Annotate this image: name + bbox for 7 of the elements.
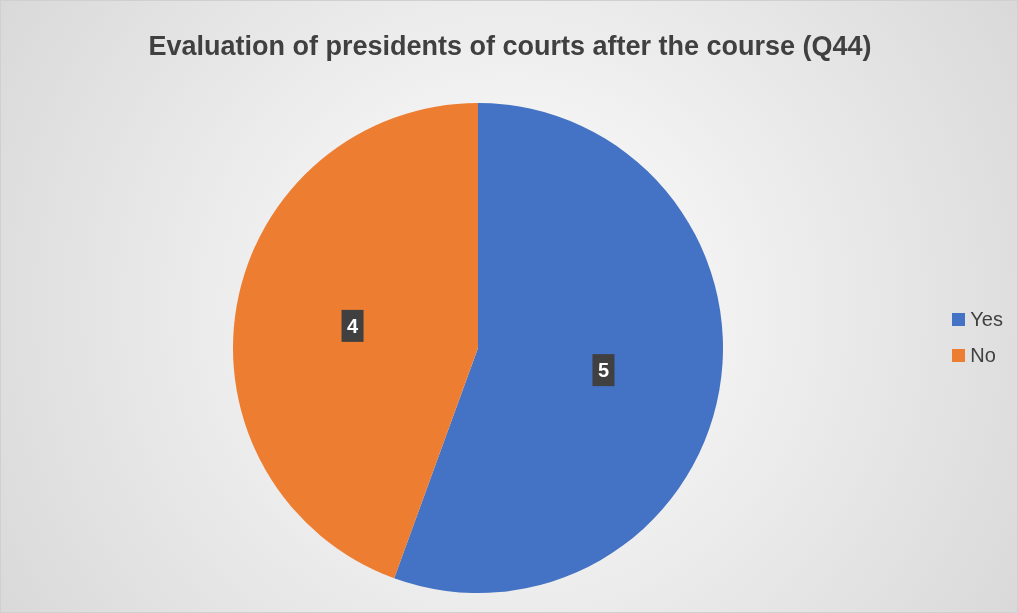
pie-slice [233,103,478,579]
pie-slice [394,103,723,593]
chart-title: Evaluation of presidents of courts after the course (Q44) [147,31,873,62]
data-label: 4 [346,314,359,337]
legend-label: No [970,343,996,367]
data-label: 5 [597,359,610,382]
legend-label: Yes [970,307,1003,331]
